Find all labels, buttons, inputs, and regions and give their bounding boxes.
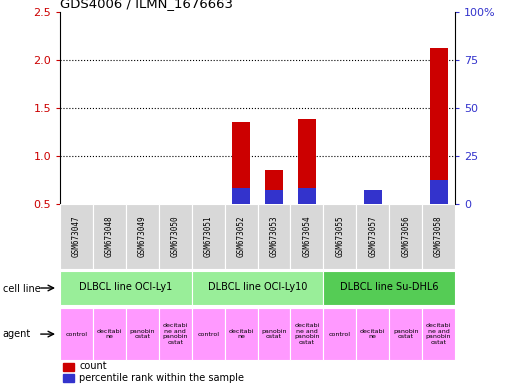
Bar xyxy=(232,188,250,204)
Text: GSM673058: GSM673058 xyxy=(434,215,443,257)
Text: GSM673052: GSM673052 xyxy=(236,215,246,257)
Text: GSM673049: GSM673049 xyxy=(138,215,147,257)
Text: GSM673055: GSM673055 xyxy=(335,215,344,257)
Text: decitabi
ne: decitabi ne xyxy=(97,329,122,339)
Bar xyxy=(192,308,225,361)
Text: control: control xyxy=(329,331,351,337)
Text: decitabi
ne: decitabi ne xyxy=(360,329,385,339)
Text: control: control xyxy=(197,331,219,337)
Bar xyxy=(93,204,126,269)
Text: agent: agent xyxy=(3,329,31,339)
Bar xyxy=(192,271,323,305)
Text: DLBCL line Su-DHL6: DLBCL line Su-DHL6 xyxy=(340,282,438,292)
Bar xyxy=(298,188,316,204)
Bar xyxy=(60,308,93,361)
Text: GSM673048: GSM673048 xyxy=(105,215,114,257)
Text: GSM673047: GSM673047 xyxy=(72,215,81,257)
Bar xyxy=(429,48,448,204)
Text: DLBCL line OCI-Ly10: DLBCL line OCI-Ly10 xyxy=(208,282,308,292)
Text: decitabi
ne and
panobin
ostat: decitabi ne and panobin ostat xyxy=(163,323,188,345)
Bar xyxy=(323,308,356,361)
Text: count: count xyxy=(79,361,107,371)
Text: GSM673050: GSM673050 xyxy=(171,215,180,257)
Text: decitabi
ne and
panobin
ostat: decitabi ne and panobin ostat xyxy=(426,323,451,345)
Bar xyxy=(192,204,225,269)
Text: GDS4006 / ILMN_1676663: GDS4006 / ILMN_1676663 xyxy=(60,0,233,10)
Bar xyxy=(232,122,250,204)
Bar xyxy=(356,308,389,361)
Bar xyxy=(225,204,257,269)
Text: decitabi
ne and
panobin
ostat: decitabi ne and panobin ostat xyxy=(294,323,320,345)
Bar xyxy=(323,204,356,269)
Text: GSM673054: GSM673054 xyxy=(302,215,311,257)
Bar xyxy=(422,204,455,269)
Bar xyxy=(298,119,316,204)
Bar xyxy=(422,308,455,361)
Text: GSM673057: GSM673057 xyxy=(368,215,377,257)
Bar xyxy=(60,271,192,305)
Bar xyxy=(159,308,192,361)
Bar xyxy=(60,204,93,269)
Bar xyxy=(257,308,290,361)
Bar xyxy=(429,180,448,204)
Bar xyxy=(126,204,159,269)
Bar xyxy=(63,362,74,371)
Text: DLBCL line OCI-Ly1: DLBCL line OCI-Ly1 xyxy=(79,282,173,292)
Text: GSM673051: GSM673051 xyxy=(204,215,213,257)
Bar xyxy=(126,308,159,361)
Text: panobin
ostat: panobin ostat xyxy=(130,329,155,339)
Bar xyxy=(363,190,382,204)
Bar xyxy=(93,308,126,361)
Bar xyxy=(323,271,455,305)
Text: panobin
ostat: panobin ostat xyxy=(393,329,418,339)
Bar xyxy=(356,204,389,269)
Bar xyxy=(159,204,192,269)
Bar xyxy=(265,190,283,204)
Bar xyxy=(389,308,422,361)
Bar xyxy=(389,204,422,269)
Text: control: control xyxy=(65,331,87,337)
Bar xyxy=(290,308,323,361)
Bar xyxy=(257,204,290,269)
Bar xyxy=(225,308,257,361)
Bar xyxy=(63,374,74,382)
Text: panobin
ostat: panobin ostat xyxy=(262,329,287,339)
Bar xyxy=(290,204,323,269)
Text: GSM673053: GSM673053 xyxy=(269,215,279,257)
Text: GSM673056: GSM673056 xyxy=(401,215,410,257)
Text: decitabi
ne: decitabi ne xyxy=(229,329,254,339)
Text: cell line: cell line xyxy=(3,284,40,294)
Text: percentile rank within the sample: percentile rank within the sample xyxy=(79,373,244,383)
Bar xyxy=(265,170,283,204)
